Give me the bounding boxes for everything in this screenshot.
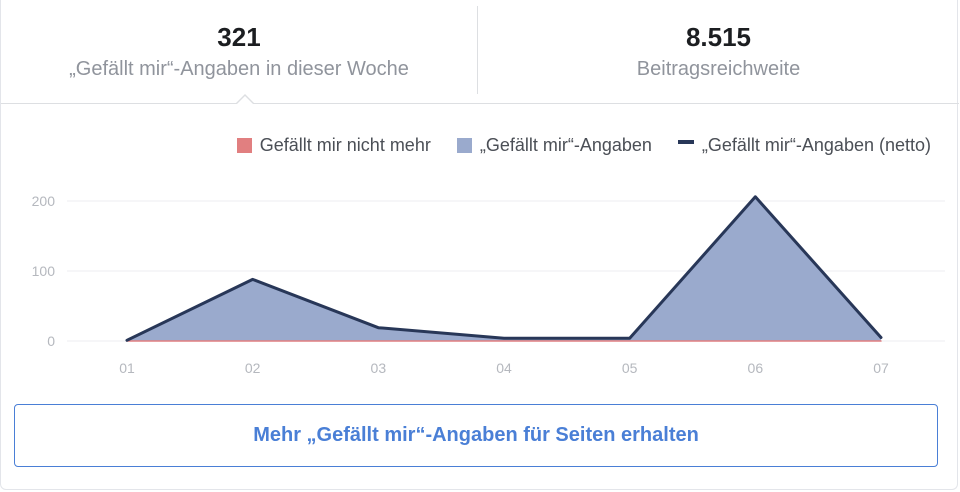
chart-legend: Gefällt mir nicht mehr „Gefällt mir“-Ang…: [236, 132, 931, 158]
stat-weekly-likes[interactable]: 321 „Gefällt mir“-Angaben in dieser Woch…: [1, 0, 477, 103]
stat-divider: [477, 6, 478, 94]
x-tick-label: 03: [371, 360, 387, 376]
legend-label: „Gefällt mir“-Angaben: [479, 134, 652, 155]
x-tick-label: 05: [622, 360, 638, 376]
stat-value: 321: [217, 22, 261, 52]
x-tick-label: 04: [496, 360, 512, 376]
stat-value: 8.515: [685, 22, 752, 52]
x-tick-label: 06: [748, 360, 764, 376]
y-tick-label: 200: [32, 193, 56, 209]
stat-post-reach[interactable]: 8.515 Beitragsreichweite: [478, 0, 959, 103]
x-tick-label: 01: [119, 360, 135, 376]
legend-item-unlikes: Gefällt mir nicht mehr: [236, 134, 431, 156]
y-tick-label: 0: [47, 333, 55, 349]
stat-label: Beitragsreichweite: [636, 58, 801, 80]
x-tick-label: 07: [873, 360, 889, 376]
stats-header: 321 „Gefällt mir“-Angaben in dieser Woch…: [1, 0, 959, 104]
legend-swatch: [677, 140, 694, 144]
x-tick-label: 02: [245, 360, 261, 376]
legend-swatch: [456, 137, 472, 153]
get-more-likes-button[interactable]: Mehr „Gefällt mir“-Angaben für Seiten er…: [14, 404, 938, 467]
legend-swatch: [236, 137, 252, 153]
legend-item-net-likes: „Gefällt mir“-Angaben (netto): [677, 134, 931, 156]
area-series-likes: [127, 196, 881, 341]
line-series-net-likes: [125, 195, 883, 342]
stat-label: „Gefällt mir“-Angaben in dieser Woche: [69, 58, 409, 80]
likes-area-chart: 0 100 200 01 02 03 04 05 06 07: [32, 193, 945, 376]
legend-label: Gefällt mir nicht mehr: [259, 134, 431, 155]
legend-item-likes: „Gefällt mir“-Angaben: [456, 134, 652, 156]
active-tab-caret-fill: [237, 96, 253, 104]
legend-label: „Gefällt mir“-Angaben (netto): [701, 134, 931, 155]
y-tick-label: 100: [32, 263, 56, 279]
